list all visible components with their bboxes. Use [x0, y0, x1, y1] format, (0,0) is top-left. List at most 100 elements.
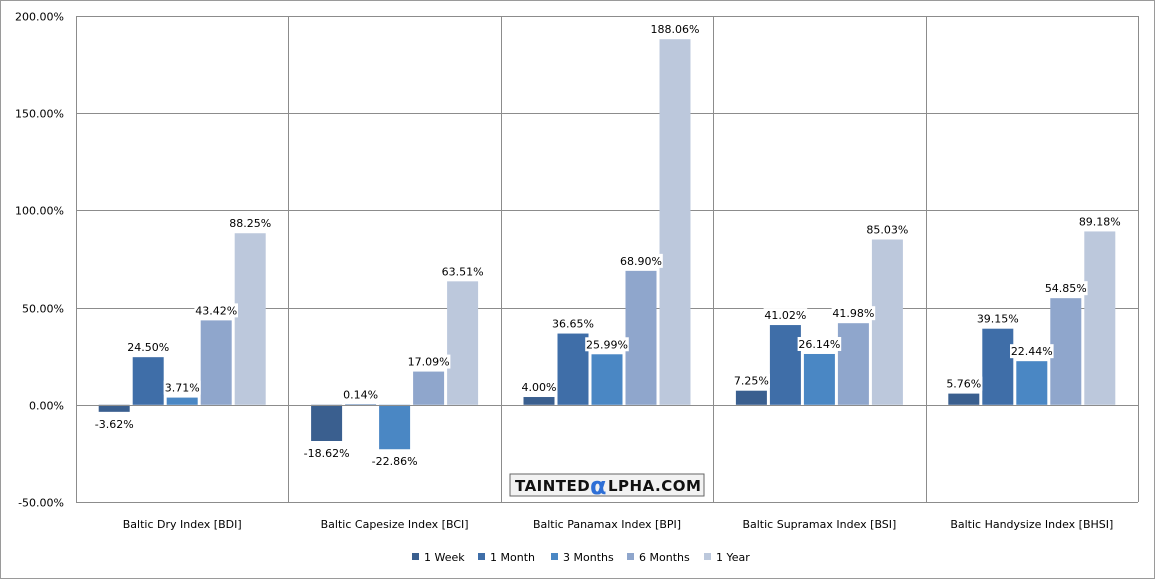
data-label: 7.25% — [734, 375, 769, 388]
data-label: 26.14% — [798, 338, 840, 351]
bar — [837, 323, 869, 405]
watermark-text-right: LPHA.COM — [608, 477, 701, 495]
data-label-bg — [732, 373, 770, 388]
legend: 1 Week 1 Month 3 Months 6 Months 1 Year — [412, 551, 750, 564]
data-label: 43.42% — [195, 304, 237, 317]
x-tick-label: Baltic Handysize Index [BHSI] — [950, 518, 1113, 531]
data-label-bg — [831, 306, 876, 321]
bar — [557, 333, 589, 405]
data-label-bg — [1044, 281, 1088, 296]
legend-swatch — [478, 553, 485, 560]
data-label-bg — [194, 303, 238, 318]
x-tick-label: Baltic Capesize Index [BCI] — [321, 518, 469, 531]
bar — [1084, 231, 1116, 405]
bar — [659, 39, 691, 405]
data-label-bg — [301, 445, 352, 460]
data-label-bg — [406, 354, 451, 369]
data-label: 63.51% — [442, 265, 484, 278]
data-label: 0.14% — [343, 389, 378, 402]
data-label: -18.62% — [304, 447, 350, 460]
data-label: -22.86% — [372, 455, 418, 468]
data-label-bg — [945, 376, 983, 391]
legend-swatch — [551, 553, 558, 560]
watermark-alpha: α — [590, 472, 607, 500]
legend-swatch — [627, 553, 634, 560]
data-label: 88.25% — [229, 217, 271, 230]
data-label-bg — [551, 316, 595, 331]
data-label: 41.02% — [764, 309, 806, 322]
legend-label: 3 Months — [563, 551, 614, 564]
data-label-bg — [585, 337, 629, 352]
bar — [1050, 298, 1082, 405]
bar — [1016, 361, 1048, 405]
x-tick-label: Baltic Supramax Index [BSI] — [742, 518, 896, 531]
data-labels-layer: -3.62% 24.50% 3.71% 43.42% 88.25% -18.62% 0.14… — [92, 22, 1122, 469]
data-label: -3.62% — [95, 418, 134, 431]
y-tick-label: 100.00% — [15, 205, 64, 218]
data-label: 85.03% — [866, 224, 908, 237]
data-label: 17.09% — [408, 356, 450, 369]
legend-swatch — [412, 553, 419, 560]
data-label-bg — [976, 311, 1020, 326]
bar — [413, 371, 445, 405]
data-label: 22.44% — [1011, 345, 1053, 358]
legend-swatch — [704, 553, 711, 560]
data-label-bg — [126, 340, 170, 355]
data-label: 54.85% — [1045, 282, 1087, 295]
x-tick-label: Baltic Dry Index [BDI] — [123, 518, 242, 531]
data-label-bg — [228, 216, 272, 231]
data-label: 41.98% — [832, 307, 874, 320]
bar — [591, 354, 623, 405]
bar — [200, 320, 232, 405]
data-label-bg — [1078, 214, 1122, 229]
data-label: 68.90% — [620, 255, 662, 268]
data-label-bg — [1010, 344, 1054, 359]
bar — [803, 353, 835, 405]
data-label-bg — [163, 380, 201, 395]
x-tick-label: Baltic Panamax Index [BPI] — [533, 518, 681, 531]
bar — [166, 397, 198, 405]
data-label: 3.71% — [165, 382, 200, 395]
data-label-bg — [369, 454, 420, 469]
data-label-bg — [342, 387, 380, 402]
bar — [311, 404, 343, 441]
y-tick-label: -50.00% — [18, 497, 64, 510]
y-tick-label: 150.00% — [15, 108, 64, 121]
bar — [948, 393, 980, 405]
legend-label: 6 Months — [639, 551, 690, 564]
watermark-box — [509, 473, 705, 497]
bar — [379, 404, 411, 450]
data-label: 36.65% — [552, 318, 594, 331]
data-label: 5.76% — [946, 378, 981, 391]
bar — [982, 328, 1014, 405]
bar — [769, 325, 801, 405]
bar — [447, 281, 479, 405]
data-label-bg — [520, 380, 558, 395]
data-label: 4.00% — [522, 381, 557, 394]
data-label: 89.18% — [1079, 215, 1121, 228]
data-label-bg — [92, 416, 136, 431]
data-label: 39.15% — [977, 313, 1019, 326]
legend-label: 1 Year — [716, 551, 750, 564]
data-label: 24.50% — [127, 341, 169, 354]
legend-label: 1 Month — [490, 551, 535, 564]
bar — [735, 390, 767, 405]
bar — [523, 397, 555, 405]
data-label-bg — [797, 336, 842, 351]
bar — [871, 239, 903, 405]
y-tick-label: 50.00% — [22, 303, 64, 316]
data-label: 25.99% — [586, 338, 628, 351]
watermark-text-left: TAINTED — [515, 477, 590, 495]
data-label-bg — [440, 264, 485, 279]
axis-layer: 200.00% 150.00% 100.00% 50.00% 0.00% -50.00% B… — [15, 11, 1138, 531]
bar — [625, 270, 657, 405]
bar — [132, 357, 164, 405]
data-label: 188.06% — [651, 23, 700, 36]
data-label-bg — [865, 222, 910, 237]
bar — [98, 404, 130, 412]
bars-layer — [98, 39, 1116, 450]
data-label-bg — [619, 253, 663, 268]
data-label-bg — [649, 22, 701, 37]
